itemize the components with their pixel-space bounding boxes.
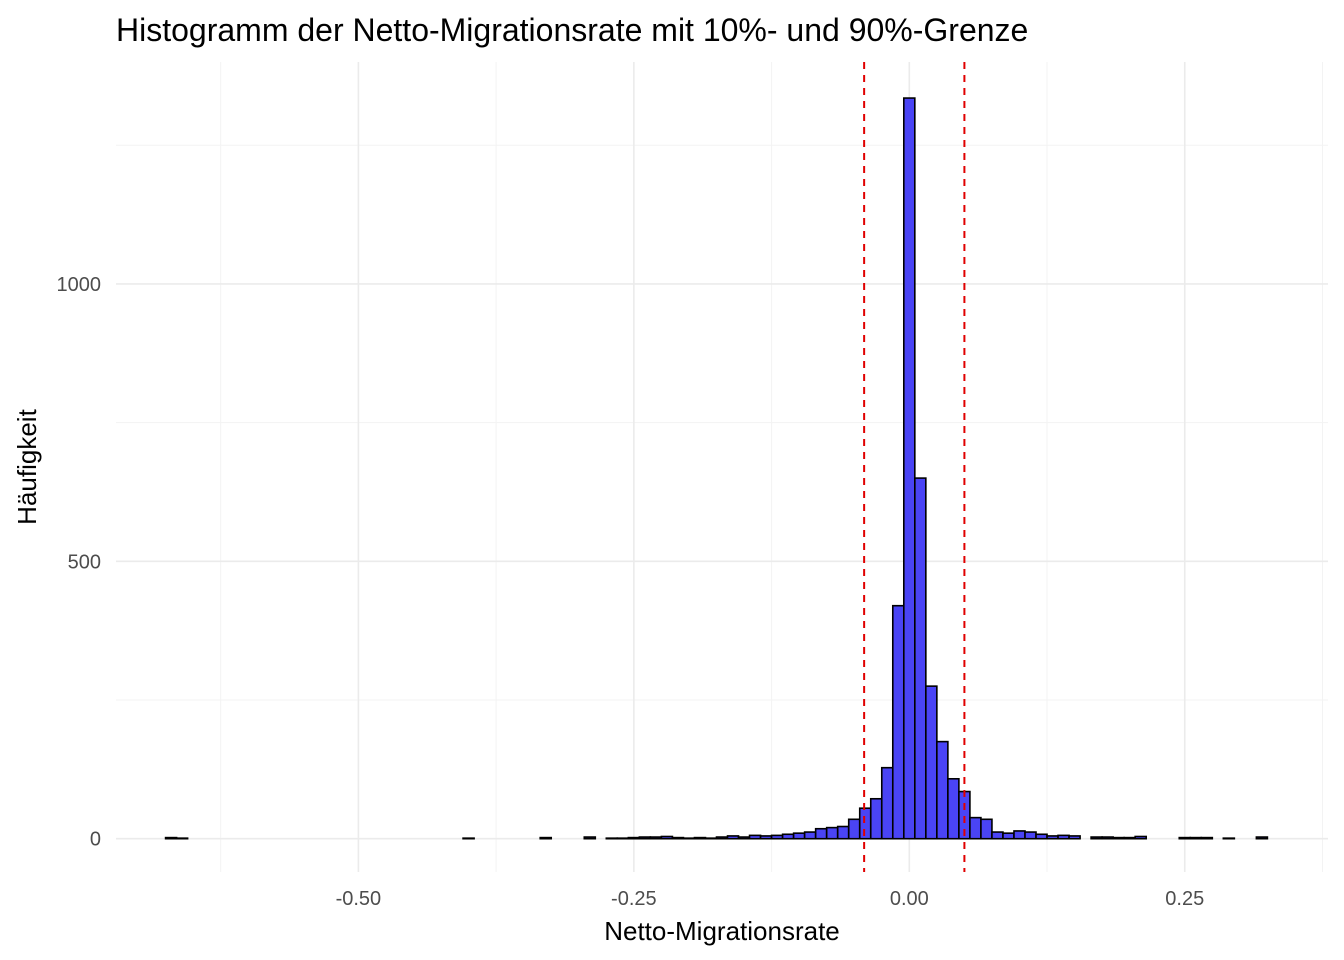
- x-tick-label: 0.25: [1165, 888, 1204, 910]
- histogram-bar: [175, 837, 189, 840]
- histogram-bar: [164, 836, 178, 840]
- histogram-bar: [616, 837, 630, 840]
- histogram-bars: [164, 97, 1269, 840]
- histogram-bar: [1035, 833, 1048, 840]
- histogram-bar: [1057, 834, 1070, 840]
- x-axis-title: Netto-Migrationsrate: [604, 916, 840, 946]
- histogram-bar: [792, 832, 806, 840]
- x-tick-label: -0.25: [611, 888, 657, 910]
- histogram-bar: [462, 837, 475, 840]
- x-tick-label: -0.50: [336, 888, 382, 910]
- histogram-bar: [858, 807, 872, 840]
- y-axis-title: Häufigkeit: [12, 408, 42, 524]
- histogram-bar: [1046, 835, 1059, 840]
- histogram-bar: [1112, 836, 1125, 840]
- histogram-bar: [726, 835, 740, 840]
- histogram-bar: [638, 836, 652, 840]
- histogram-bar: [583, 836, 597, 840]
- quantile-lines: [863, 62, 966, 872]
- histogram-bar: [759, 835, 773, 840]
- histogram-bar: [605, 837, 619, 840]
- histogram-bar: [1013, 830, 1026, 840]
- histogram-bar: [1189, 836, 1203, 840]
- histogram-bar: [947, 777, 960, 840]
- histogram-bar: [1090, 836, 1103, 840]
- histogram-bar: [1200, 836, 1214, 840]
- histogram-bar: [869, 797, 883, 840]
- chart-title: Histogramm der Netto-Migrationsrate mit …: [116, 12, 1028, 48]
- histogram-bar: [715, 836, 729, 840]
- histogram-bar: [1134, 835, 1147, 840]
- histogram-bar: [770, 834, 784, 840]
- histogram-bar: [814, 827, 828, 840]
- histogram-bar: [627, 836, 641, 840]
- y-tick-label: 500: [68, 551, 101, 573]
- histogram-bar: [980, 818, 993, 840]
- histogram-bar: [902, 97, 916, 840]
- histogram-bar: [1101, 836, 1114, 840]
- x-tick-label: 0.00: [890, 888, 929, 910]
- histogram-bar: [1255, 836, 1269, 840]
- histogram-bar: [825, 826, 839, 840]
- histogram-bar: [803, 831, 817, 840]
- y-tick-label: 0: [90, 829, 101, 851]
- histogram-bar: [847, 818, 861, 840]
- major-gridlines: [116, 62, 1328, 872]
- histogram-bar: [925, 685, 938, 840]
- histogram-bar: [748, 834, 762, 840]
- minor-gridlines: [116, 62, 1328, 872]
- histogram-bar: [1123, 836, 1136, 840]
- histogram-bar: [682, 837, 696, 840]
- histogram-bar: [880, 766, 894, 840]
- histogram-bar: [737, 836, 751, 840]
- y-axis-ticks: 0 500 1000: [57, 274, 102, 851]
- histogram-bar: [649, 836, 663, 840]
- histogram-bar: [836, 825, 850, 840]
- x-axis-ticks: -0.50 -0.25 0.00 0.25: [336, 888, 1205, 910]
- histogram-bar: [693, 836, 707, 840]
- histogram-bar: [539, 836, 553, 840]
- histogram-bar: [1222, 837, 1236, 840]
- histogram-bar: [671, 836, 685, 840]
- histogram-bar: [781, 833, 795, 840]
- y-tick-label: 1000: [57, 274, 102, 296]
- histogram-bar: [1002, 832, 1015, 840]
- histogram-bar: [991, 831, 1004, 840]
- histogram-bar: [1178, 836, 1192, 840]
- histogram-bar: [936, 740, 949, 840]
- histogram-bar: [969, 816, 982, 840]
- histogram-bar: [1068, 835, 1081, 840]
- histogram-bar: [914, 477, 927, 840]
- histogram-bar: [704, 837, 718, 840]
- histogram-bar: [891, 604, 905, 840]
- histogram-bar: [1024, 831, 1037, 840]
- histogram-bar: [660, 835, 674, 840]
